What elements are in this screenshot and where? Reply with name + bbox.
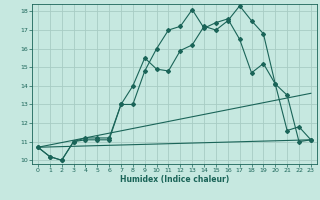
X-axis label: Humidex (Indice chaleur): Humidex (Indice chaleur) — [120, 175, 229, 184]
